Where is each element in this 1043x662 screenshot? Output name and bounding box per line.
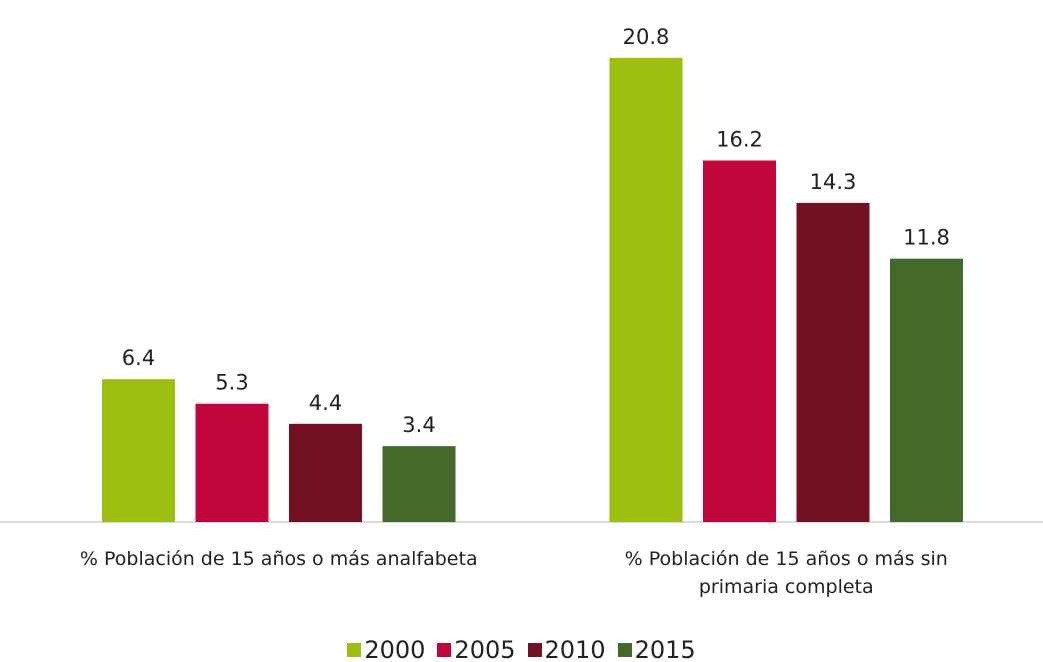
- legend: 2000 2005 2010 2015: [0, 636, 1043, 662]
- legend-swatch: [347, 643, 362, 657]
- legend-swatch: [527, 643, 542, 657]
- value-label: 5.3: [215, 371, 248, 395]
- legend-item: 2005: [437, 636, 516, 662]
- value-label: 11.8: [903, 226, 950, 250]
- legend-label: 2000: [364, 636, 426, 662]
- legend-label: 2005: [454, 636, 516, 662]
- x-tick-label: % Población de 15 años o más analfabeta: [79, 548, 478, 570]
- legend-item: 2015: [617, 636, 696, 662]
- bar: [890, 258, 963, 522]
- value-label: 6.4: [122, 346, 155, 370]
- legend-swatch: [437, 643, 452, 657]
- bar: [796, 202, 870, 523]
- value-label: 14.3: [810, 170, 857, 194]
- x-tick-label: % Población de 15 años o más sin primari…: [624, 548, 948, 598]
- value-label: 20.8: [623, 25, 670, 49]
- bar: [703, 160, 776, 522]
- legend-label: 2015: [634, 636, 696, 662]
- bar: [382, 446, 456, 522]
- bar: [195, 403, 269, 522]
- bar: [609, 57, 683, 522]
- legend-swatch: [617, 643, 632, 657]
- value-label: 4.4: [309, 391, 342, 415]
- value-label: 16.2: [716, 128, 763, 152]
- bar: [289, 423, 362, 522]
- value-label: 3.4: [402, 413, 435, 437]
- bar: [102, 379, 175, 522]
- legend-item: 2010: [527, 636, 606, 662]
- legend-label: 2010: [544, 636, 606, 662]
- legend-item: 2000: [347, 636, 425, 662]
